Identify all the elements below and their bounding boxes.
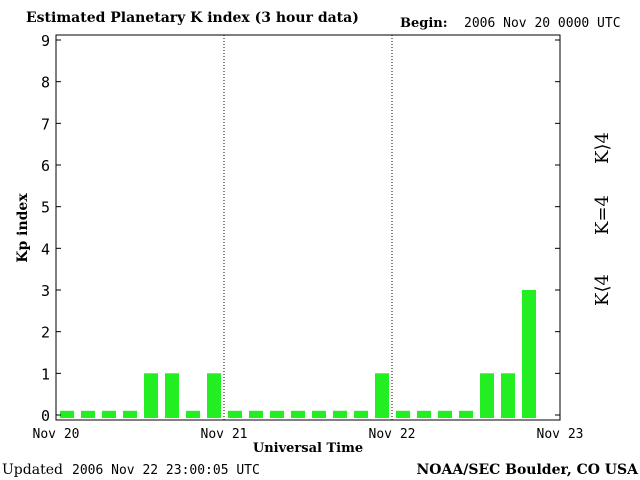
kp-bar — [291, 410, 305, 418]
y-tick-label: 7 — [41, 115, 50, 133]
kp-bar — [438, 410, 452, 418]
y-tick-label: 1 — [41, 365, 50, 383]
kp-bar — [501, 373, 515, 418]
x-axis: Nov 20 Nov 21 Nov 22 Nov 23 — [33, 427, 584, 442]
kp-bar — [480, 373, 494, 418]
kp-bar — [165, 373, 179, 418]
legend-k-greater-4: K⟩4 — [592, 132, 613, 164]
updated-value: 2006 Nov 22 23:00:05 UTC — [72, 463, 260, 478]
kp-bar — [417, 410, 431, 418]
kp-bar — [123, 410, 137, 418]
kp-bar — [396, 410, 410, 418]
kp-bar — [354, 410, 368, 418]
kp-bar — [312, 410, 326, 418]
chart-title: Estimated Planetary K index (3 hour data… — [26, 10, 359, 26]
y-tick-label: 8 — [41, 74, 50, 92]
kp-bar — [459, 410, 473, 418]
y-tick-label: 0 — [41, 407, 50, 425]
begin-value: 2006 Nov 20 0000 UTC — [464, 16, 621, 31]
kp-bars — [60, 290, 536, 418]
x-tick-label: Nov 22 — [369, 427, 416, 442]
y-axis: 0 1 2 3 4 5 6 7 8 9 — [41, 32, 560, 425]
y-tick-label: 2 — [41, 324, 50, 342]
y-axis-label: Kp index — [15, 193, 31, 263]
kp-bar — [375, 373, 389, 418]
kp-bar — [522, 290, 536, 418]
begin-label: Begin: — [400, 16, 448, 31]
kp-bar — [207, 373, 221, 418]
y-tick-label: 5 — [41, 199, 50, 217]
legend-k-less-4: K⟨4 — [592, 274, 613, 306]
updated-label: Updated — [2, 462, 63, 478]
kp-bar — [228, 410, 242, 418]
legend-k-equal-4: K=4 — [592, 195, 613, 235]
kp-bar — [249, 410, 263, 418]
kp-bar — [186, 410, 200, 418]
y-tick-label: 4 — [41, 240, 50, 258]
kp-bar — [270, 410, 284, 418]
x-tick-label: Nov 21 — [201, 427, 248, 442]
kp-bar — [333, 410, 347, 418]
x-tick-label: Nov 23 — [537, 427, 584, 442]
kp-bar — [81, 410, 95, 418]
y-tick-label: 6 — [41, 157, 50, 175]
x-axis-label: Universal Time — [253, 441, 363, 456]
kp-bar — [102, 410, 116, 418]
y-tick-label: 3 — [41, 282, 50, 300]
y-tick-label: 9 — [41, 32, 50, 50]
day-dividers — [223, 35, 393, 420]
plot-frame — [55, 34, 561, 421]
kp-bar — [144, 373, 158, 418]
credit-text: NOAA/SEC Boulder, CO USA — [417, 462, 640, 478]
x-tick-label: Nov 20 — [33, 427, 80, 442]
kp-bar — [60, 410, 74, 418]
